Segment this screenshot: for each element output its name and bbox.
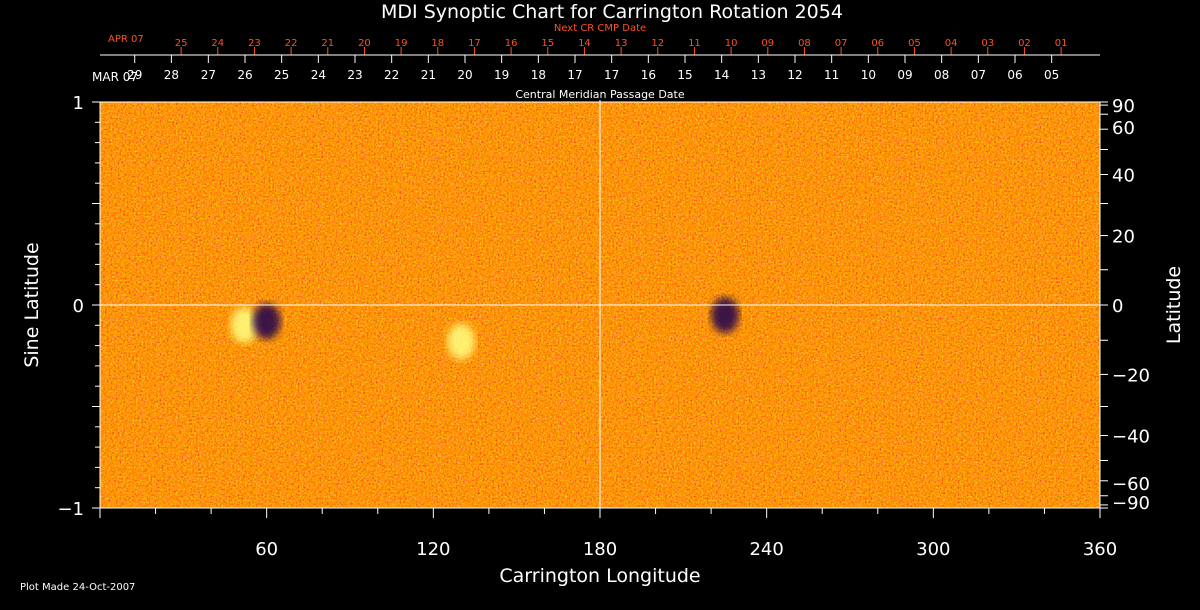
- cmp-date-label: 27: [201, 68, 216, 82]
- next-cr-date-label: 21: [321, 38, 334, 49]
- cmp-date-label: 16: [641, 68, 656, 82]
- next-cr-date-label: 15: [541, 38, 554, 49]
- next-cr-date-label: 03: [981, 38, 994, 49]
- cmp-date-label: 15: [677, 68, 692, 82]
- next-cr-date-label: 02: [1018, 38, 1031, 49]
- next-cr-axis: Next CR CMP Date APR 07 25 24 23 22 21 20 19 18…: [108, 23, 1067, 55]
- active-region: [447, 323, 476, 360]
- cmp-date-label: 06: [1007, 68, 1022, 82]
- x-tick-label: 120: [416, 539, 450, 560]
- x-tick-label: 240: [749, 539, 783, 560]
- cmp-date-label: 29: [127, 68, 142, 82]
- cmp-date-label: 09: [897, 68, 912, 82]
- cmp-date-label: 25: [274, 68, 289, 82]
- y-tick-label-right: 0: [1112, 296, 1123, 317]
- chart-title: MDI Synoptic Chart for Carrington Rotati…: [381, 1, 843, 23]
- cmp-axis-title: Central Meridian Passage Date: [515, 88, 684, 101]
- cmp-date-label: 21: [421, 68, 436, 82]
- next-cr-date-label: 22: [285, 38, 298, 49]
- cmp-date-label: 19: [494, 68, 509, 82]
- next-cr-date-label: 19: [395, 38, 408, 49]
- next-cr-date-label: 16: [505, 38, 518, 49]
- next-cr-date-label: 12: [651, 38, 664, 49]
- x-tick-label: 60: [255, 539, 278, 560]
- cmp-date-label: 22: [384, 68, 399, 82]
- next-cr-date-label: 13: [615, 38, 628, 49]
- y-tick-label-right: 20: [1112, 227, 1135, 248]
- cmp-date-label: 28: [164, 68, 179, 82]
- plot-axes: 60 120 180 240 300 36010−1906040200−20−40−60−…: [57, 93, 1150, 560]
- cmp-date-label: 24: [311, 68, 326, 82]
- x-tick-label: 180: [583, 539, 617, 560]
- y-tick-label-right: 60: [1112, 118, 1135, 139]
- y-axis-label-right: Latitude: [1163, 266, 1185, 344]
- cmp-date-label: 05: [1044, 68, 1059, 82]
- next-cr-date-label: 10: [725, 38, 738, 49]
- y-tick-label-right: −60: [1112, 474, 1150, 495]
- next-cr-date-label: 01: [1055, 38, 1068, 49]
- next-cr-date-label: 17: [468, 38, 481, 49]
- cmp-date-label: 18: [531, 68, 546, 82]
- next-cr-date-label: 20: [358, 38, 371, 49]
- cmp-date-label: 11: [824, 68, 839, 82]
- y-tick-label-left: 0: [73, 296, 84, 317]
- next-cr-date-label: 04: [945, 38, 958, 49]
- next-cr-date-label: 05: [908, 38, 921, 49]
- y-tick-label-right: −20: [1112, 365, 1150, 386]
- next-cr-date-label: 14: [578, 38, 591, 49]
- active-region: [252, 303, 281, 340]
- y-axis-label-left: Sine Latitude: [21, 242, 43, 367]
- y-tick-label-right: −90: [1112, 493, 1150, 514]
- next-cr-date-label: 11: [688, 38, 701, 49]
- y-tick-label-right: 90: [1112, 96, 1135, 117]
- active-region: [711, 297, 739, 334]
- x-tick-label: 300: [916, 539, 950, 560]
- next-cr-date-label: 09: [761, 38, 774, 49]
- next-cr-date-label: 08: [798, 38, 811, 49]
- next-cr-axis-title: Next CR CMP Date: [554, 23, 646, 34]
- y-tick-label-right: −40: [1112, 426, 1150, 447]
- y-tick-label-right: 40: [1112, 166, 1135, 187]
- next-cr-date-label: 18: [431, 38, 444, 49]
- next-cr-date-label: 25: [175, 38, 188, 49]
- next-cr-date-label: 06: [871, 38, 884, 49]
- next-cr-date-label: 24: [211, 38, 224, 49]
- cmp-date-label: 26: [237, 68, 252, 82]
- active-region: [230, 307, 259, 344]
- cmp-date-label: 08: [934, 68, 949, 82]
- cmp-date-label: 12: [787, 68, 802, 82]
- cmp-date-label: 14: [714, 68, 729, 82]
- cmp-date-label: 10: [861, 68, 876, 82]
- next-cr-date-label: 23: [248, 38, 261, 49]
- next-cr-start-label: APR 07: [108, 34, 144, 45]
- x-tick-label: 360: [1083, 539, 1117, 560]
- cmp-date-label: 13: [751, 68, 766, 82]
- cmp-date-label: 23: [347, 68, 362, 82]
- y-tick-label-left: −1: [57, 499, 84, 520]
- cmp-start-label: MAR 07: [92, 70, 138, 84]
- cmp-axis: MAR 07 29 28 27 26 25 24 23 22 21 20 19 18 17 17 16 15 1…: [92, 54, 1100, 101]
- x-axis-label: Carrington Longitude: [499, 565, 700, 587]
- cmp-date-label: 20: [457, 68, 472, 82]
- plot-made-note: Plot Made 24-Oct-2007: [20, 582, 135, 593]
- cmp-date-label: 07: [971, 68, 986, 82]
- cmp-date-label: 17: [567, 68, 582, 82]
- y-tick-label-left: 1: [73, 93, 84, 114]
- next-cr-date-label: 07: [835, 38, 848, 49]
- cmp-date-label: 17: [604, 68, 619, 82]
